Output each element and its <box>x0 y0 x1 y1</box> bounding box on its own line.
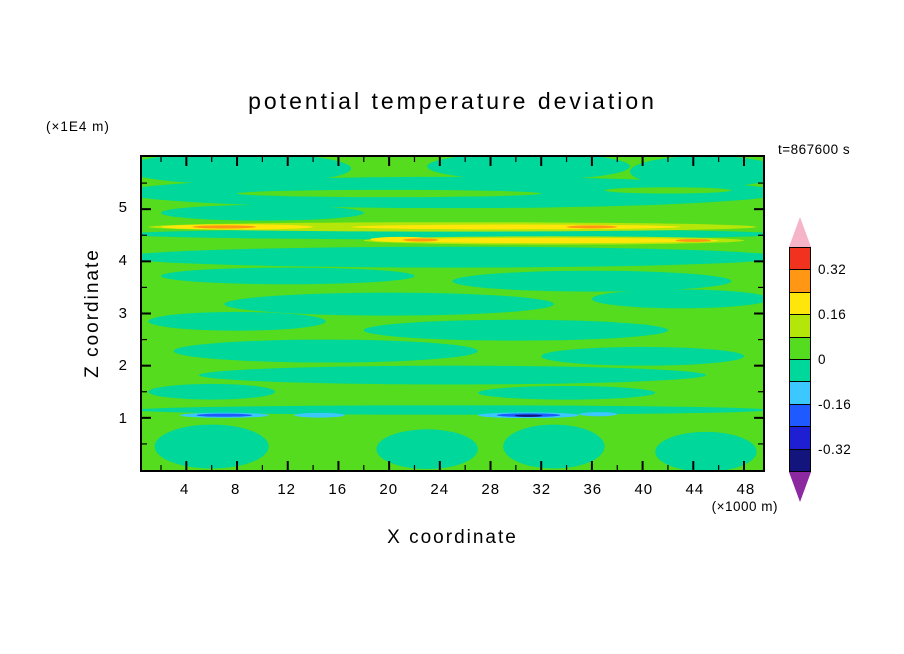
x-tick-label: 48 <box>736 481 756 498</box>
contour-plot <box>142 157 763 470</box>
x-tick-label: 36 <box>583 481 603 498</box>
colorbar-bottom-arrow <box>789 472 811 502</box>
colorbar-segment-yellow <box>790 292 810 316</box>
colorbar-label: 0.32 <box>818 261 847 277</box>
x-tick-label: 24 <box>430 481 450 498</box>
x-tick-label: 40 <box>634 481 654 498</box>
colorbar-top-arrow <box>789 217 811 247</box>
z-tick-label: 4 <box>118 251 128 269</box>
z-axis-unit-label: (×1E4 m) <box>46 119 110 134</box>
time-label: t=867600 s <box>778 142 851 157</box>
colorbar-segment-teal <box>790 360 810 383</box>
colorbar-segment-navy <box>790 449 810 472</box>
colorbar-label: -0.16 <box>818 396 852 412</box>
colorbar-segment-green <box>790 337 810 361</box>
colorbar-segment-red <box>790 248 810 271</box>
colorbar-segment-orange <box>790 270 810 293</box>
z-axis-label: Z coordinate <box>82 248 103 378</box>
x-tick-label: 28 <box>481 481 501 498</box>
x-tick-label: 44 <box>685 481 705 498</box>
colorbar-segment-yellowgreen <box>790 315 810 338</box>
colorbar <box>789 217 811 502</box>
x-tick-label: 16 <box>328 481 348 498</box>
x-tick-label: 32 <box>532 481 552 498</box>
chart-title: potential temperature deviation <box>248 88 657 114</box>
x-tick-label: 8 <box>230 481 241 498</box>
colorbar-segment-darkblue <box>790 427 810 450</box>
x-axis-label: X coordinate <box>387 527 518 548</box>
colorbar-segment-blue <box>790 404 810 428</box>
colorbar-label: 0.16 <box>818 306 847 322</box>
z-tick-label: 2 <box>118 357 128 375</box>
plot-area <box>140 155 765 472</box>
x-tick-label: 20 <box>379 481 399 498</box>
x-axis-unit-label: (×1000 m) <box>711 499 778 514</box>
x-tick-label: 4 <box>179 481 190 498</box>
colorbar-label: -0.32 <box>818 441 852 457</box>
x-tick-label: 12 <box>277 481 297 498</box>
axis-ticks <box>142 157 763 470</box>
z-tick-label: 3 <box>118 304 128 322</box>
z-tick-label: 5 <box>118 198 128 216</box>
z-tick-label: 1 <box>118 410 128 428</box>
colorbar-body <box>789 247 811 472</box>
colorbar-label: 0 <box>818 351 827 367</box>
colorbar-segment-cyan <box>790 382 810 405</box>
